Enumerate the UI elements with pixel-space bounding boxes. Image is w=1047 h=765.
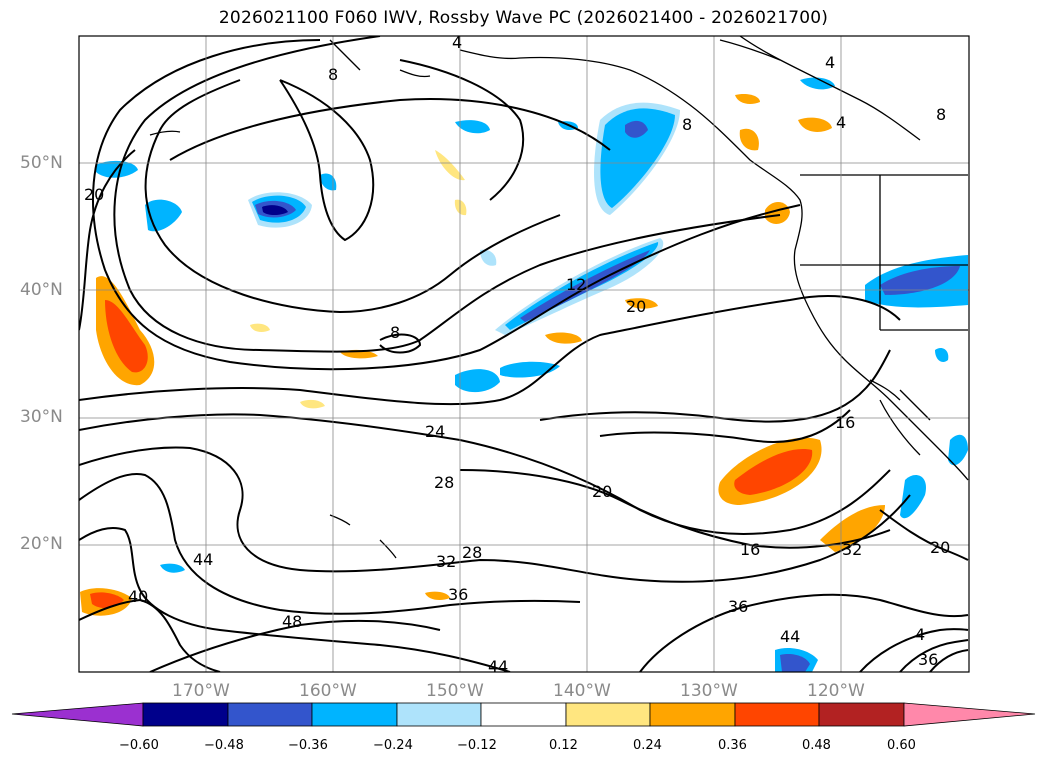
contour-label: 28 [462,543,482,562]
contour-lines [79,36,969,672]
contour-label: 4 [915,625,925,644]
colorbar [11,702,1036,727]
contour-label: 44 [193,550,213,569]
colorbar-swatch [227,702,313,727]
contour-label: 8 [390,323,400,342]
contour-label: 32 [436,552,456,571]
contour-label: 20 [626,297,646,316]
contour-label: 4 [836,113,846,132]
lon-label: 170°W [172,681,230,701]
contour-label: 48 [282,612,302,631]
graticule [79,36,969,672]
plot-frame [78,35,970,673]
colorbar-tick: 0.48 [802,738,831,753]
colorbar-tick: −0.48 [204,738,244,753]
contour-label: 8 [936,105,946,124]
colorbar-swatch [480,702,567,727]
colorbar-extend-low [11,702,144,727]
lat-label: 40°N [20,280,63,300]
contour-label: 4 [452,33,462,52]
colorbar-tick: −0.36 [288,738,328,753]
lon-label: 120°W [807,681,865,701]
colorbar-swatch [311,702,398,727]
contour-label: 16 [740,540,760,559]
colorbar-tick: −0.60 [119,738,159,753]
colorbar-swatch [649,702,736,727]
contour-label: 32 [842,540,862,559]
contour-label: 24 [425,422,445,441]
contour-label: 4 [825,53,835,72]
colorbar-extend-high [903,702,1036,727]
colorbar-swatch [142,702,229,727]
contour-label: 40 [128,587,148,606]
lat-label: 30°N [20,407,63,427]
colorbar-tick: −0.12 [457,738,497,753]
colorbar-swatch [734,702,820,727]
contour-label: 8 [328,65,338,84]
colorbar-tick: 0.12 [549,738,578,753]
contour-label: 20 [592,482,612,501]
contour-label: 16 [835,413,855,432]
contour-label: 44 [488,657,508,676]
lat-label: 50°N [20,153,63,173]
lat-label: 20°N [20,534,63,554]
colorbar-tick: 0.36 [718,738,747,753]
colorbar-tick: 0.60 [887,738,916,753]
colorbar-swatch [396,702,482,727]
contour-label: 20 [930,538,950,557]
contour-label: 36 [448,585,468,604]
colorbar-swatch [818,702,905,727]
shading-layer [80,77,968,672]
contour-label: 12 [566,275,586,294]
colorbar-swatch [565,702,651,727]
lon-label: 150°W [426,681,484,701]
colorbar-tick: −0.24 [373,738,413,753]
lon-label: 130°W [680,681,738,701]
contour-label: 44 [780,627,800,646]
contour-label: 20 [84,185,104,204]
contour-label: 36 [918,650,938,669]
lon-label: 160°W [299,681,357,701]
contour-labels: 4 8 4 4 20 12 20 8 24 28 20 16 16 32 28 … [84,33,950,676]
map-title: 2026021100 F060 IWV, Rossby Wave PC (202… [218,8,829,28]
colorbar-tick: 0.24 [633,738,662,753]
contour-label: 28 [434,473,454,492]
contour-label: 8 [682,115,692,134]
lon-label: 140°W [553,681,611,701]
contour-label: 36 [728,597,748,616]
coastlines [149,36,969,559]
